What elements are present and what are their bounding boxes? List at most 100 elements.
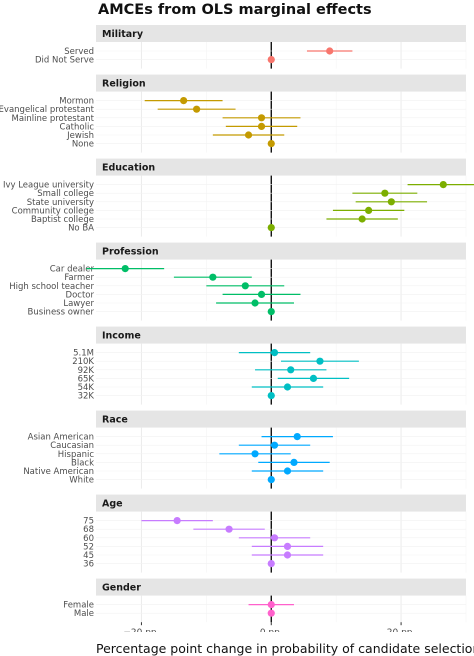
point-estimate [267, 560, 275, 568]
y-tick-label: Black [71, 458, 94, 468]
point-estimate [270, 441, 279, 449]
y-tick-label: Car dealer [50, 265, 95, 275]
y-tick-label: Female [63, 601, 94, 611]
point-estimate [121, 265, 129, 273]
point-estimate [257, 114, 266, 122]
point-estimate [267, 601, 275, 609]
y-tick-label: State university [27, 198, 94, 208]
point-estimate [251, 450, 259, 458]
x-tick-label: 20 pp. [387, 628, 416, 632]
facet-strip [96, 410, 466, 428]
y-tick-label: 32K [78, 392, 95, 402]
chart-title: AMCEs from OLS marginal effects [98, 2, 372, 18]
y-tick-label: 52 [83, 542, 94, 552]
point-estimate [439, 181, 447, 189]
point-estimate [283, 467, 292, 475]
y-tick-label: Caucasian [50, 441, 94, 451]
facet-strip-label: Religion [102, 79, 146, 90]
point-estimate [180, 97, 188, 105]
facet-strip [96, 158, 466, 176]
point-estimate [287, 366, 295, 374]
facet-strip [96, 494, 466, 512]
y-tick-label: White [69, 476, 94, 486]
point-estimate [244, 131, 253, 139]
facet-strip-label: Profession [102, 247, 159, 258]
y-tick-label: Served [64, 47, 94, 57]
y-tick-label: 75 [83, 517, 94, 527]
point-estimate [267, 476, 275, 484]
y-tick-label: 65K [78, 374, 95, 384]
facet-strip-label: Education [102, 163, 155, 174]
point-estimate [267, 392, 275, 400]
point-estimate [267, 140, 275, 148]
y-tick-label: Asian American [28, 433, 94, 443]
point-estimate [257, 122, 266, 130]
point-estimate [267, 609, 275, 617]
facet-strip-label: Income [102, 331, 141, 342]
point-estimate [358, 215, 366, 223]
y-tick-label: High school teacher [9, 282, 94, 292]
facet-strip [96, 74, 466, 92]
facet-strip [96, 578, 466, 596]
y-tick-label: Catholic [60, 122, 95, 132]
facet-strip-label: Age [102, 499, 123, 510]
y-tick-label: Jewish [66, 131, 94, 141]
y-tick-label: 5.1M [73, 349, 94, 359]
y-tick-label: 68 [83, 525, 94, 535]
point-estimate [225, 525, 233, 533]
y-tick-label: Mormon [59, 97, 94, 107]
y-tick-label: Baptist college [31, 215, 94, 225]
point-estimate [257, 290, 266, 298]
y-tick-label: Lawyer [63, 299, 94, 309]
y-tick-label: Evangelical protestant [0, 105, 95, 115]
y-tick-label: None [72, 140, 94, 150]
y-tick-label: Male [74, 609, 94, 619]
y-tick-label: No BA [68, 224, 94, 234]
point-estimate [251, 299, 259, 307]
point-estimate [387, 198, 395, 206]
point-estimate [209, 273, 217, 281]
y-tick-label: Ivy League university [3, 181, 94, 191]
facet-strip [96, 326, 466, 344]
point-estimate [309, 374, 318, 382]
facet-strip [96, 25, 466, 42]
point-estimate [283, 383, 292, 391]
facet-strip [96, 242, 466, 260]
y-tick-label: 210K [72, 357, 94, 367]
point-estimate [193, 105, 201, 113]
point-estimate [290, 458, 298, 466]
x-tick-label: 0 pp. [260, 628, 283, 632]
x-tick-label: −20 pp. [123, 628, 159, 632]
y-tick-label: 92K [78, 366, 95, 376]
point-estimate [326, 47, 334, 55]
point-estimate [267, 56, 275, 64]
y-tick-label: Small college [37, 189, 94, 199]
y-tick-label: 60 [83, 534, 94, 544]
point-estimate [270, 534, 279, 542]
y-tick-label: Mainline protestant [12, 114, 95, 124]
y-tick-label: Doctor [66, 290, 95, 300]
point-estimate [365, 206, 373, 214]
y-tick-label: Native American [23, 467, 94, 477]
point-estimate [283, 542, 292, 551]
x-axis-label: Percentage point change in probability o… [96, 641, 474, 656]
point-estimate [241, 282, 249, 290]
point-estimate [381, 189, 389, 197]
point-estimate [283, 551, 292, 559]
y-tick-label: Community college [12, 206, 94, 216]
point-estimate [267, 308, 275, 316]
point-estimate [173, 517, 181, 525]
y-tick-label: 45 [83, 551, 94, 561]
y-tick-label: Hispanic [58, 450, 95, 460]
point-estimate [267, 224, 275, 232]
point-estimate [270, 349, 279, 357]
y-tick-label: 54K [78, 383, 95, 393]
y-tick-label: Farmer [64, 273, 94, 283]
point-estimate [293, 433, 301, 441]
facet-strip-label: Military [102, 29, 144, 40]
y-tick-label: Did Not Serve [35, 56, 94, 66]
facet-strip-label: Race [102, 415, 128, 426]
y-tick-label: 36 [83, 560, 94, 570]
facet-strip-label: Gender [102, 583, 141, 594]
